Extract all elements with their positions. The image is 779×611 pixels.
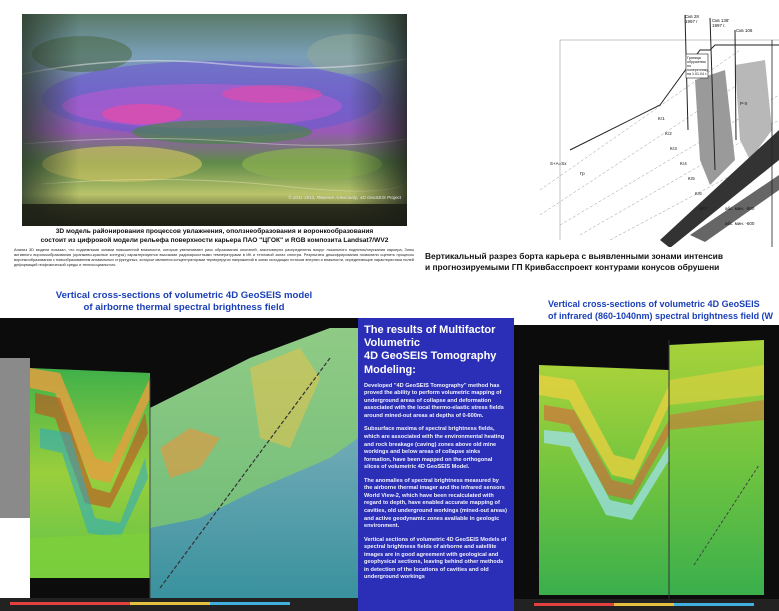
label-abs600: абс. мин. -600 xyxy=(725,221,755,226)
results-para-1: Developed "4D GeoSEIS Tomography" method… xyxy=(364,382,504,419)
results-heading-line2: 4D GeoSEIS Tomography Modeling: xyxy=(364,350,497,376)
thermal-cross-sections-svg xyxy=(0,318,358,611)
results-para-3: The anomalies of spectral brightness mea… xyxy=(364,477,507,530)
relief-description: Анализ 3D модели показал, что подземными… xyxy=(14,247,414,268)
label-date: на 1.01.04 г. xyxy=(687,72,707,76)
label-1997a: 1997 г xyxy=(685,19,698,24)
label-kg1: Кг1 xyxy=(658,116,665,121)
label-kg6: Кг6 xyxy=(695,191,702,196)
thermal-cross-sections xyxy=(0,318,358,611)
results-panel: The results of Multifactor Volumetric 4D… xyxy=(358,318,514,611)
geological-section-svg: Скв 28 1997 г Скв 138' 1997 г. Скв 106 Г… xyxy=(540,10,779,247)
label-kg4: Кг4 xyxy=(680,161,687,166)
section-caption-line1: Вертикальный разрез борта карьера с выяв… xyxy=(425,252,723,261)
results-heading-line1: The results of Multifactor Volumetric xyxy=(364,324,496,350)
label-skv138: Скв 138' xyxy=(712,18,729,23)
label-abs500: абс. мин. -500 xyxy=(725,206,755,211)
results-para-4: Vertical sections of volumetric 4D GeoSE… xyxy=(364,536,507,581)
left-section-title-line2: of airborne thermal spectral brightness … xyxy=(83,302,285,313)
label-kg7: Кг7 xyxy=(700,206,707,211)
relief-watermark: © 2011-2013, Яковлев Александр, 4D GeoSE… xyxy=(288,195,401,200)
left-section-title-line1: Vertical cross-sections of volumetric 4D… xyxy=(55,290,313,301)
label-skv28: Скв 28 xyxy=(685,14,699,19)
label-kg2: Кг2 xyxy=(665,131,672,136)
label-r2: Р-II xyxy=(740,101,747,106)
geological-section: Скв 28 1997 г Скв 138' 1997 г. Скв 106 Г… xyxy=(540,10,779,247)
label-po: по xyxy=(687,64,691,68)
results-para-2: Subsurface maxima of spectral brightness… xyxy=(364,426,505,471)
relief-caption-line2: состоит из цифровой модели рельефа повер… xyxy=(40,237,389,244)
label-kg5: Кг5 xyxy=(688,176,695,181)
label-boundary: Граница xyxy=(687,56,701,60)
relief-caption-line1: 3D модель районирования процессов увлажн… xyxy=(55,228,374,235)
label-collapse: обрушения xyxy=(687,60,706,64)
section-caption-line2: и прогнозируемыми ГП Кривбасспроект конт… xyxy=(425,263,720,272)
relief-model-svg xyxy=(22,14,407,226)
infrared-cross-sections-svg xyxy=(514,325,779,611)
right-section-title-line2: of infrared (860-1040nm) spectral bright… xyxy=(548,311,774,321)
label-1997b: 1997 г. xyxy=(712,23,726,28)
label-sax: S+A=Sx xyxy=(550,161,567,166)
label-kg3: Кг3 xyxy=(670,146,677,151)
label-gr: Гр xyxy=(580,171,585,176)
right-section-title-line1: Vertical cross-sections of volumetric 4D… xyxy=(548,299,760,309)
label-cross: поперечнику xyxy=(687,68,708,72)
label-skv106: Скв 106 xyxy=(736,28,753,33)
infrared-cross-sections xyxy=(514,325,779,611)
relief-model-image: © 2011-2013, Яковлев Александр, 4D GeoSE… xyxy=(22,14,407,226)
